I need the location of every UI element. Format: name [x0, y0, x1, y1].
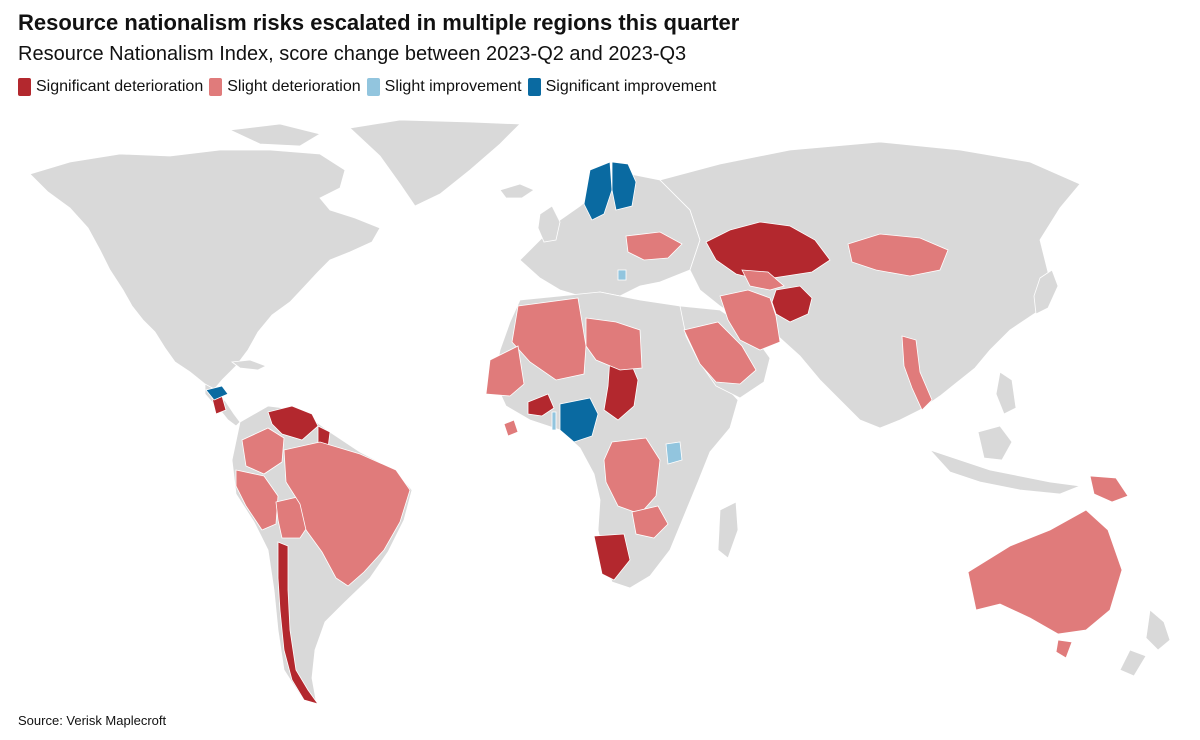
- legend-item-significant-improvement: Significant improvement: [527, 78, 717, 96]
- legend: Significant deterioration Slight deterio…: [18, 78, 722, 96]
- country-kazakhstan: [705, 221, 831, 281]
- country-finland: [611, 161, 637, 211]
- country-iran: [719, 289, 781, 351]
- landmass-greenland: [349, 119, 521, 207]
- country-honduras: [205, 385, 229, 401]
- country-afghanistan: [771, 285, 813, 323]
- legend-label-slight-improvement: Slight improvement: [384, 78, 522, 95]
- country-myanmar: [901, 335, 933, 411]
- legend-label-slight-deterioration: Slight deterioration: [227, 78, 361, 95]
- country-sierra-leone: [503, 419, 519, 437]
- country-burkina-faso: [527, 393, 555, 417]
- chart-title: Resource nationalism risks escalated in …: [18, 10, 740, 35]
- country-uganda: [665, 441, 683, 465]
- chart-subtitle: Resource Nationalism Index, score change…: [18, 43, 687, 65]
- landmass-borneo: [977, 425, 1013, 461]
- country-chile: [277, 541, 319, 705]
- landmass-madagascar: [717, 501, 739, 559]
- country-algeria: [511, 297, 587, 381]
- landmass-japan: [1033, 269, 1059, 315]
- base-landmasses: [29, 119, 1171, 701]
- country-saudi-arabia: [683, 321, 757, 385]
- country-brazil: [283, 441, 411, 587]
- country-mauritania: [485, 345, 525, 397]
- country-venezuela: [267, 405, 319, 441]
- legend-swatch-significant-deterioration: [18, 78, 31, 96]
- legend-item-slight-improvement: Slight improvement: [366, 78, 522, 96]
- legend-item-significant-deterioration: Significant deterioration: [18, 78, 203, 96]
- landmass-indonesia: [928, 449, 1082, 495]
- landmass-north-america: [29, 149, 381, 393]
- legend-swatch-slight-improvement: [366, 78, 380, 96]
- country-peru: [235, 469, 279, 531]
- country-papua-new-guinea: [1089, 475, 1129, 503]
- landmass-arctic-islands: [228, 123, 322, 147]
- country-uzbekistan: [741, 269, 785, 291]
- legend-swatch-slight-deterioration: [209, 78, 223, 96]
- source-note: Source: Verisk Maplecroft: [18, 713, 167, 728]
- country-colombia: [241, 427, 285, 475]
- country-namibia: [593, 533, 631, 581]
- landmass-new-zealand-south: [1119, 649, 1147, 677]
- landmass-cuba: [230, 359, 267, 371]
- country-togo: [551, 411, 557, 431]
- highlighted-countries: [205, 161, 1129, 705]
- landmass-philippines: [995, 371, 1017, 415]
- landmass-iceland: [499, 183, 535, 199]
- world-map: [29, 119, 1171, 705]
- country-mongolia: [847, 233, 949, 277]
- country-serbia: [617, 269, 627, 281]
- country-australia: [967, 509, 1123, 635]
- country-zambia: [631, 505, 669, 539]
- legend-swatch-significant-improvement: [527, 78, 541, 96]
- country-libya: [585, 317, 643, 371]
- country-ukraine: [625, 231, 683, 261]
- landmass-new-zealand: [1145, 609, 1171, 651]
- landmass-asia: [659, 141, 1081, 429]
- country-nigeria: [559, 397, 599, 443]
- legend-label-significant-deterioration: Significant deterioration: [36, 78, 204, 95]
- legend-label-significant-improvement: Significant improvement: [545, 78, 717, 95]
- legend-item-slight-deterioration: Slight deterioration: [209, 78, 361, 96]
- landmass-uk: [537, 205, 561, 243]
- country-sweden: [583, 161, 613, 221]
- country-tasmania: [1055, 639, 1073, 659]
